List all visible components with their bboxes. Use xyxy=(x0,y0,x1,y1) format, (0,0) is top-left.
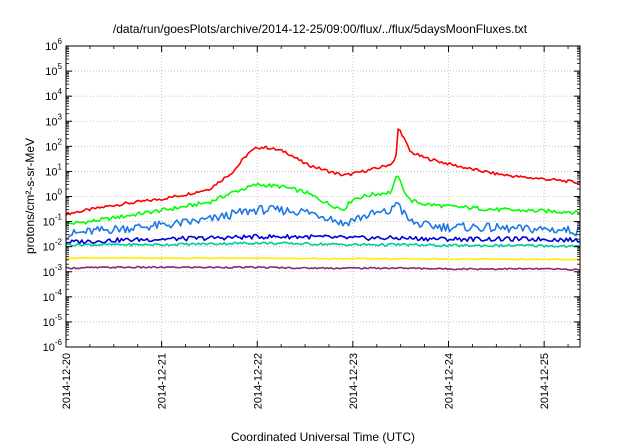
grid-lines xyxy=(65,46,580,347)
series-lines xyxy=(65,128,581,272)
y-tick-label: 103 xyxy=(45,112,62,128)
series-line-2 xyxy=(65,175,581,226)
series-line-1 xyxy=(65,128,581,216)
y-tick-label: 10-1 xyxy=(43,213,63,229)
axis-ticks: 10-6 10-5 10-4 10-3 10-2 10-1 100 101 102 103 104 1… xyxy=(43,37,580,409)
y-tick-label: 10-6 xyxy=(43,338,63,354)
chart-title: /data/run/goesPlots/archive/2014-12-25/0… xyxy=(112,22,528,36)
y-axis-title: protons/cm²-s-sr-MeV xyxy=(23,138,37,254)
y-tick-label: 10-4 xyxy=(43,288,63,304)
y-tick-label: 10-2 xyxy=(43,238,63,254)
y-tick-label: 101 xyxy=(45,162,62,178)
x-tick-label: 2014-12-24 xyxy=(444,353,456,409)
series-line-7 xyxy=(65,265,581,272)
y-tick-label: 104 xyxy=(45,87,62,103)
x-tick-label: 2014-12-23 xyxy=(348,353,360,409)
y-tick-label: 10-5 xyxy=(43,313,63,329)
y-tick-label: 102 xyxy=(45,137,62,153)
series-line-3 xyxy=(65,201,581,240)
series-line-6 xyxy=(65,256,580,261)
y-tick-label: 100 xyxy=(45,188,62,204)
x-tick-label: 2014-12-25 xyxy=(539,353,551,409)
x-axis-title: Coordinated Universal Time (UTC) xyxy=(231,430,415,444)
y-tick-label: 106 xyxy=(45,37,62,53)
y-tick-label: 10-3 xyxy=(43,263,63,279)
y-tick-label: 105 xyxy=(45,62,62,78)
plot-frame xyxy=(65,45,581,348)
x-tick-label: 2014-12-21 xyxy=(157,353,169,409)
series-line-4 xyxy=(65,233,581,245)
x-tick-label: 2014-12-20 xyxy=(61,353,73,409)
x-tick-label: 2014-12-22 xyxy=(252,353,264,409)
series-line-5 xyxy=(65,241,581,249)
